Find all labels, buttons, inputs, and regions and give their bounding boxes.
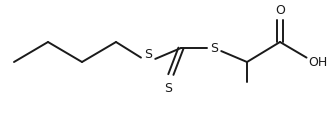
Text: S: S [210, 42, 218, 55]
Text: S: S [164, 82, 172, 95]
Text: S: S [144, 48, 152, 61]
Text: O: O [275, 4, 285, 17]
Text: OH: OH [308, 55, 328, 69]
